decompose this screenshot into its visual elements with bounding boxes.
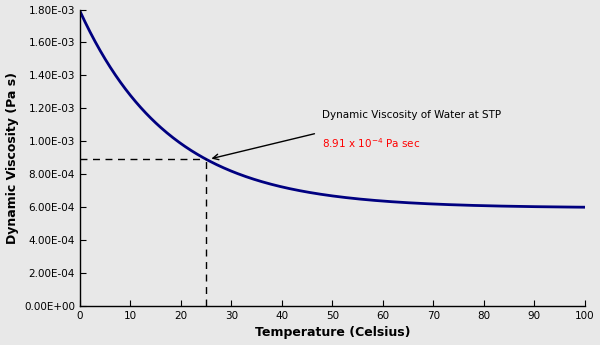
Text: Dynamic Viscosity of Water at STP: Dynamic Viscosity of Water at STP <box>322 110 502 120</box>
Y-axis label: Dynamic Viscosity (Pa s): Dynamic Viscosity (Pa s) <box>5 72 19 244</box>
X-axis label: Temperature (Celsius): Temperature (Celsius) <box>254 326 410 339</box>
Text: 8.91 x 10$^{-4}$ Pa sec: 8.91 x 10$^{-4}$ Pa sec <box>322 136 421 150</box>
